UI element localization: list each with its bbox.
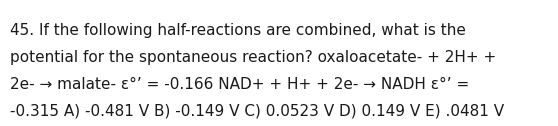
- Text: -0.315 A) -0.481 V B) -0.149 V C) 0.0523 V D) 0.149 V E) .0481 V: -0.315 A) -0.481 V B) -0.149 V C) 0.0523…: [10, 104, 504, 119]
- Text: 45. If the following half-reactions are combined, what is the: 45. If the following half-reactions are …: [10, 23, 466, 38]
- Text: potential for the spontaneous reaction? oxaloacetate- + 2H+ +: potential for the spontaneous reaction? …: [10, 50, 496, 65]
- Text: 2e- → malate- ε°’ = -0.166 NAD+ + H+ + 2e- → NADH ε°’ =: 2e- → malate- ε°’ = -0.166 NAD+ + H+ + 2…: [10, 77, 469, 92]
